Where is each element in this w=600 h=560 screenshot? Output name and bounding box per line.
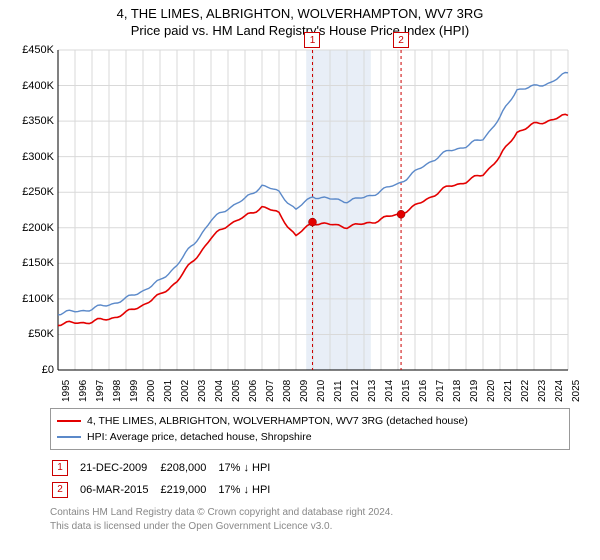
x-axis-label: 2020 [486, 380, 497, 402]
sale-date: 06-MAR-2015 [80, 480, 158, 500]
x-axis-label: 2006 [248, 380, 259, 402]
x-axis-label: 1997 [95, 380, 106, 402]
x-axis-label: 1999 [129, 380, 140, 402]
y-axis-label: £100K [8, 293, 54, 305]
x-axis-label: 2016 [418, 380, 429, 402]
x-axis-label: 2024 [554, 380, 565, 402]
x-axis-label: 2008 [282, 380, 293, 402]
footer-line: This data is licensed under the Open Gov… [50, 520, 570, 534]
x-axis-label: 2003 [197, 380, 208, 402]
chart-title-address: 4, THE LIMES, ALBRIGHTON, WOLVERHAMPTON,… [0, 6, 600, 21]
table-row: 1 21-DEC-2009 £208,000 17% ↓ HPI [52, 458, 280, 478]
x-axis-label: 2017 [435, 380, 446, 402]
x-axis-label: 2019 [469, 380, 480, 402]
x-axis-label: 2011 [333, 380, 344, 402]
x-axis-label: 2000 [146, 380, 157, 402]
line-chart [8, 44, 592, 404]
chart-flag-1: 1 [304, 32, 320, 48]
x-axis-label: 2018 [452, 380, 463, 402]
table-row: 2 06-MAR-2015 £219,000 17% ↓ HPI [52, 480, 280, 500]
x-axis-label: 1998 [112, 380, 123, 402]
legend-swatch-hpi [57, 436, 81, 438]
y-axis-label: £0 [8, 364, 54, 376]
sale-price: £208,000 [160, 458, 216, 478]
legend-item-property: 4, THE LIMES, ALBRIGHTON, WOLVERHAMPTON,… [57, 413, 563, 429]
sale-marker-2: 2 [52, 482, 68, 498]
x-axis-label: 2021 [503, 380, 514, 402]
y-axis-label: £50K [8, 328, 54, 340]
chart-title-subtitle: Price paid vs. HM Land Registry's House … [0, 23, 600, 38]
x-axis-label: 2022 [520, 380, 531, 402]
legend: 4, THE LIMES, ALBRIGHTON, WOLVERHAMPTON,… [50, 408, 570, 450]
sales-table: 1 21-DEC-2009 £208,000 17% ↓ HPI 2 06-MA… [50, 456, 282, 502]
sale-date: 21-DEC-2009 [80, 458, 158, 478]
x-axis-label: 2025 [571, 380, 582, 402]
x-axis-label: 1995 [61, 380, 72, 402]
chart-area: £0 £50K £100K £150K £200K £250K £300K £350K £400… [8, 44, 592, 404]
legend-label-property: 4, THE LIMES, ALBRIGHTON, WOLVERHAMPTON,… [87, 415, 468, 427]
sale-marker-1: 1 [52, 460, 68, 476]
x-axis-label: 2002 [180, 380, 191, 402]
y-axis-label: £250K [8, 186, 54, 198]
y-axis-label: £450K [8, 44, 54, 56]
chart-flag-2: 2 [393, 32, 409, 48]
y-axis-label: £350K [8, 115, 54, 127]
legend-label-hpi: HPI: Average price, detached house, Shro… [87, 431, 312, 443]
x-axis-label: 2009 [299, 380, 310, 402]
title-block: 4, THE LIMES, ALBRIGHTON, WOLVERHAMPTON,… [0, 0, 600, 38]
y-axis-label: £150K [8, 257, 54, 269]
x-axis-label: 2007 [265, 380, 276, 402]
y-axis-label: £300K [8, 151, 54, 163]
footer-attribution: Contains HM Land Registry data © Crown c… [50, 506, 570, 533]
y-axis-label: £400K [8, 80, 54, 92]
x-axis-label: 2001 [163, 380, 174, 402]
x-axis-label: 2023 [537, 380, 548, 402]
x-axis-label: 2013 [367, 380, 378, 402]
x-axis-label: 2005 [231, 380, 242, 402]
x-axis-label: 1996 [78, 380, 89, 402]
sale-delta: 17% ↓ HPI [218, 458, 280, 478]
legend-swatch-property [57, 420, 81, 422]
sale-delta: 17% ↓ HPI [218, 480, 280, 500]
y-axis-label: £200K [8, 222, 54, 234]
sale-price: £219,000 [160, 480, 216, 500]
footer-line: Contains HM Land Registry data © Crown c… [50, 506, 570, 520]
x-axis-label: 2004 [214, 380, 225, 402]
x-axis-label: 2012 [350, 380, 361, 402]
x-axis-label: 2014 [384, 380, 395, 402]
x-axis-label: 2015 [401, 380, 412, 402]
x-axis-label: 2010 [316, 380, 327, 402]
legend-item-hpi: HPI: Average price, detached house, Shro… [57, 429, 563, 445]
